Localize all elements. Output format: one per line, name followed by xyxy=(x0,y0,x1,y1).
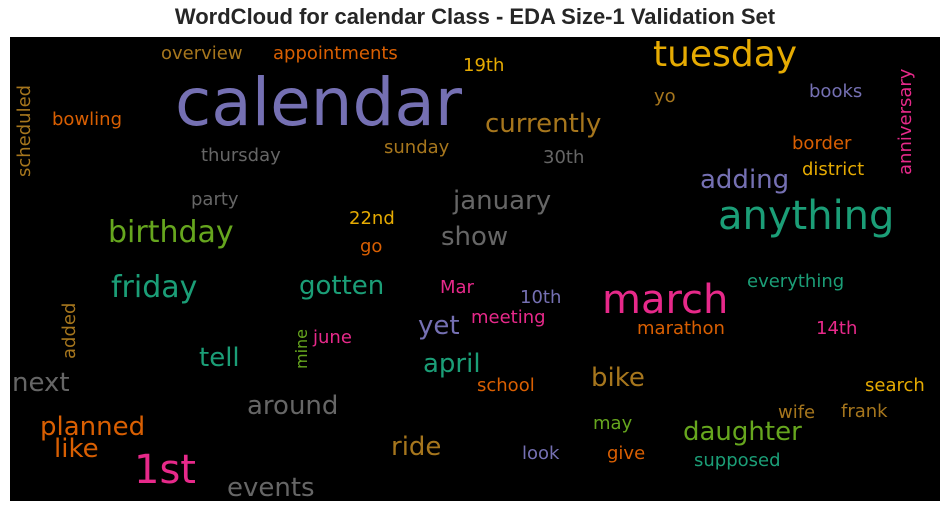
word-19th: 19th xyxy=(463,55,505,76)
word-yo: yo xyxy=(654,86,676,107)
word-tell: tell xyxy=(199,343,240,373)
word-next: next xyxy=(12,368,70,398)
word-look: look xyxy=(522,443,560,464)
word-anything: anything xyxy=(718,193,895,239)
word-like: like xyxy=(54,434,99,464)
word-10th: 10th xyxy=(520,287,562,308)
word-supposed: supposed xyxy=(694,450,781,471)
word-Mar: Mar xyxy=(440,277,474,298)
word-border: border xyxy=(792,133,852,154)
word-friday: friday xyxy=(111,270,198,305)
word-meeting: meeting xyxy=(471,307,546,328)
word-marathon: marathon xyxy=(637,318,725,339)
word-give: give xyxy=(607,443,646,464)
word-currently: currently xyxy=(485,109,602,139)
word-anniversary: anniversary xyxy=(895,68,916,175)
word-overview: overview xyxy=(161,43,243,64)
word-14th: 14th xyxy=(816,318,858,339)
word-1st: 1st xyxy=(134,447,196,493)
word-june: june xyxy=(313,327,352,348)
word-mine: mine xyxy=(292,328,311,369)
word-party: party xyxy=(191,189,239,210)
word-thursday: thursday xyxy=(201,145,281,166)
word-school: school xyxy=(477,375,535,396)
word-calendar: calendar xyxy=(175,64,462,141)
word-added: added xyxy=(59,302,80,359)
word-bowling: bowling xyxy=(52,109,122,130)
word-books: books xyxy=(809,81,863,102)
word-april: april xyxy=(423,349,481,379)
word-go: go xyxy=(360,236,383,257)
word-bike: bike xyxy=(591,363,645,393)
word-planned: planned xyxy=(40,412,146,442)
word-ride: ride xyxy=(391,432,442,462)
word-events: events xyxy=(227,473,315,501)
word-january: january xyxy=(453,186,552,216)
word-frank: frank xyxy=(841,401,888,422)
word-march: march xyxy=(602,277,729,323)
word-scheduled: scheduled xyxy=(14,84,35,177)
word-wife: wife xyxy=(778,402,816,423)
word-search: search xyxy=(865,375,925,396)
figure-title: WordCloud for calendar Class - EDA Size-… xyxy=(174,4,776,29)
word-30th: 30th xyxy=(543,147,585,168)
word-22nd: 22nd xyxy=(349,208,395,229)
word-tuesday: tuesday xyxy=(653,37,798,75)
word-district: district xyxy=(802,159,865,180)
word-everything: everything xyxy=(747,271,845,292)
word-gotten: gotten xyxy=(299,271,385,301)
word-daughter: daughter xyxy=(683,417,802,447)
word-may: may xyxy=(593,413,633,434)
word-appointments: appointments xyxy=(273,43,398,64)
word-birthday: birthday xyxy=(108,215,234,250)
word-cloud: calendar tuesday anything march 1st birt… xyxy=(10,37,940,501)
word-show: show xyxy=(441,222,509,252)
word-around: around xyxy=(247,391,339,421)
word-yet: yet xyxy=(418,311,460,341)
word-sunday: sunday xyxy=(384,137,450,158)
word-adding: adding xyxy=(700,165,790,195)
